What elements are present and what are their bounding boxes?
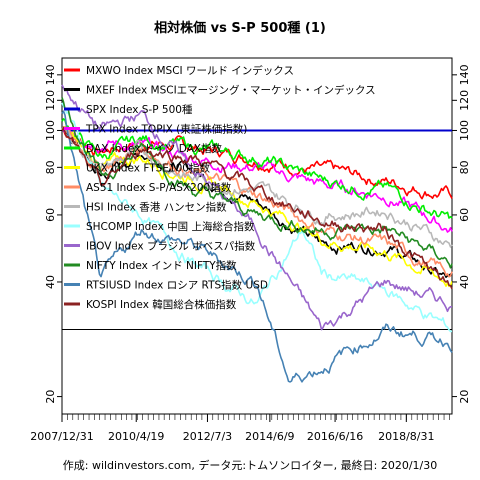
chart-footer: 作成: wildinvestors.com, データ元:トムソンロイター, 最終… [63, 458, 437, 472]
y-tick-label-left: 100 [44, 120, 57, 141]
legend-label-3: TPX Index TOPIX (東証株価指数) [85, 123, 247, 136]
series-line-5 [61, 126, 453, 288]
y-tick-label-left: 60 [44, 208, 57, 222]
legend-label-9: IBOV Index ブラジル ボベスパ指数 [86, 240, 256, 253]
legend-label-5: UKX Index FTSE100指数 [86, 162, 210, 175]
series-line-10 [61, 97, 453, 269]
legend-label-7: HSI Index 香港 ハンセン指数 [86, 201, 227, 214]
legend-label-8: SHCOMP Index 中国 上海総合指数 [86, 220, 255, 233]
legend: MXWO Index MSCI ワールド インデックス MXEF Index MS… [64, 64, 376, 311]
legend-label-12: KOSPI Index 韓国総合株価指数 [86, 298, 237, 311]
series-line-8 [61, 102, 453, 333]
legend-label-2: SPX Index S-P 500種 [86, 103, 193, 116]
legend-label-10: NIFTY Index インド NIFTY指数 [86, 259, 237, 272]
series-line-4 [61, 118, 453, 219]
plot-frame [61, 57, 453, 415]
y-tick-label-left: 80 [44, 160, 57, 174]
x-tick-label: 2007/12/31 [30, 430, 93, 443]
x-tick-label: 2016/6/16 [307, 430, 363, 443]
series-line-9 [61, 84, 452, 331]
axes: 20 20 40 40 60 60 80 80 100 100 120 120 140 140 2007/1… [30, 64, 471, 443]
legend-label-6: AS51 Index S-P/ASX200指数 [86, 181, 232, 194]
legend-label-1: MXEF Index MSCIエマージング・マーケット・インデックス [86, 84, 376, 97]
y-tick-label-left: 40 [44, 275, 57, 289]
chart-title: 相対株価 vs S-P 500種 (1) [154, 20, 326, 36]
y-tick-label-right: 100 [458, 120, 471, 141]
series-layer [61, 84, 453, 383]
x-tick-label: 2012/7/3 [183, 430, 232, 443]
series-line-12 [61, 126, 453, 290]
legend-label-4: DAX Index ドイツ DAX指数 [86, 142, 222, 155]
legend-label-0: MXWO Index MSCI ワールド インデックス [86, 64, 294, 77]
x-tick-label: 2010/4/19 [108, 430, 164, 443]
plot-area [61, 57, 453, 415]
y-tick-label-right: 120 [458, 90, 471, 111]
y-tick-label-left: 120 [44, 90, 57, 111]
y-tick-label-right: 20 [458, 390, 471, 404]
x-tick-label: 2014/6/9 [245, 430, 294, 443]
y-tick-label-right: 60 [458, 208, 471, 222]
y-tick-label-right: 40 [458, 275, 471, 289]
series-line-11 [61, 110, 453, 383]
legend-label-11: RTSIUSD Index ロシア RTS指数 USD [86, 279, 268, 292]
y-tick-label-right: 80 [458, 160, 471, 174]
y-tick-label-left: 20 [44, 390, 57, 404]
y-tick-label-right: 140 [458, 64, 471, 85]
y-tick-label-left: 140 [44, 64, 57, 85]
x-tick-label: 2018/8/31 [378, 430, 434, 443]
series-line-1 [61, 126, 453, 279]
